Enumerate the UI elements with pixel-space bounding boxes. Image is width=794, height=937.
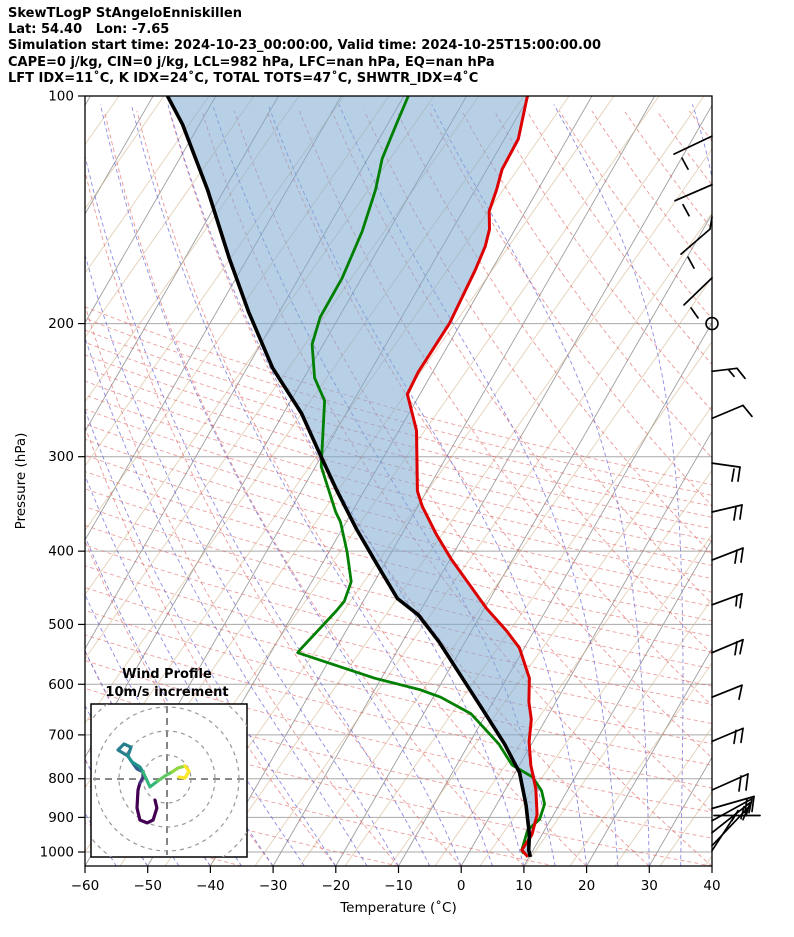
y-axis: 100 200 300 400 500 600 700 800 900 1000	[40, 89, 85, 861]
header-latlon: Lat: 54.40 Lon: -7.65	[8, 22, 170, 38]
wind-barb-icon	[739, 504, 743, 520]
inset-box	[90, 703, 248, 858]
wind-barb-icon	[731, 468, 735, 482]
wind-barb-icon	[731, 809, 739, 822]
parcel-curve	[165, 96, 533, 858]
x-tick-label: −30	[259, 878, 288, 894]
wind-barb-icon	[682, 203, 690, 217]
wind-barb-icon	[687, 256, 695, 269]
y-tick-label: 400	[48, 544, 74, 560]
wind-barb-icon	[680, 216, 713, 255]
x-tick-label: −10	[384, 878, 413, 894]
y-tick-label: 700	[48, 727, 74, 743]
wind-barb-icon	[711, 806, 749, 847]
wind-barb-icon	[711, 638, 744, 654]
x-tick-label: 10	[515, 878, 532, 894]
wind-barb-icon	[711, 547, 744, 561]
cin-shade-area	[167, 96, 538, 857]
y-tick-label: 100	[48, 89, 74, 105]
wind-barb-icon	[736, 367, 746, 380]
wind-barb-icon	[738, 684, 743, 701]
wind-barb-icon	[711, 684, 743, 699]
x-tick-label: −60	[71, 878, 100, 894]
wind-barb-icon	[681, 157, 689, 170]
wind-barb-icon	[673, 135, 713, 155]
wind-barb-icon	[728, 369, 735, 378]
hodograph-trace-segment	[135, 781, 159, 825]
wind-barb-icon	[739, 592, 743, 609]
wind-barb-icon	[738, 775, 742, 792]
y-tick-label: 900	[48, 810, 74, 826]
wind-barb-icon	[711, 404, 744, 420]
x-tick-label: 20	[578, 878, 595, 894]
wind-barb-icon	[745, 773, 749, 791]
hodograph-trace-segment	[177, 764, 191, 780]
y-tick-label: 500	[48, 617, 74, 633]
x-tick-label: 0	[457, 878, 466, 894]
hodograph-trace-segment	[156, 770, 174, 783]
hodograph-ring	[118, 730, 216, 828]
wind-barb-icon	[690, 307, 699, 319]
wind-barb-icon	[674, 183, 713, 202]
x-tick-label: −20	[322, 878, 351, 894]
dewpoint-curve	[296, 96, 546, 855]
wind-barb-icon	[711, 727, 744, 743]
hodograph-trace-segment	[116, 742, 133, 758]
x-axis: −60 −50 −40 −30 −20 −10 0 10 20 30 40	[71, 866, 721, 894]
header-title: SkewTLogP StAngeloEnniskillen	[8, 6, 242, 21]
wind-barb-icon	[748, 797, 753, 814]
wind-barb-icon	[751, 795, 755, 813]
y-tick-label: 600	[48, 677, 74, 693]
x-tick-label: 30	[641, 878, 658, 894]
inset-title-line1: Wind Profile	[122, 667, 212, 682]
wind-barb-icon	[739, 638, 744, 655]
y-tick-label: 200	[48, 316, 74, 332]
inset-title-line2: 10m/s increment	[105, 685, 228, 700]
wind-barb-icon	[683, 277, 713, 306]
wind-barb-icon	[735, 594, 738, 607]
hodograph-trace-segment	[141, 770, 160, 789]
hodograph-trace-segment	[170, 764, 187, 774]
y-tick-label: 800	[48, 771, 74, 787]
x-axis-label: Temperature (˚C)	[339, 899, 457, 916]
hodograph-ring	[94, 706, 240, 852]
wind-barb-icon	[740, 547, 744, 563]
wind-barb-icon	[742, 806, 749, 821]
wind-barb-icon	[711, 504, 743, 513]
header-times: Simulation start time: 2024-10-23_00:00:…	[8, 38, 601, 54]
x-tick-label: −50	[133, 878, 162, 894]
wind-barb-icon	[734, 549, 738, 564]
wind-barb-icon	[733, 506, 737, 521]
wind-barb-icon	[711, 773, 749, 791]
x-tick-label: 40	[703, 878, 720, 894]
wind-barb-icon	[740, 727, 744, 744]
header-indices: LFT IDX=11˚C, K IDX=24˚C, TOTAL TOTS=47˚…	[8, 70, 479, 86]
x-tick-label: −40	[196, 878, 225, 894]
wind-barbs	[673, 135, 761, 852]
y-axis-label: Pressure (hPa)	[13, 433, 29, 530]
wind-barb-icon	[711, 797, 753, 822]
wind-barb-icon	[733, 729, 737, 745]
hodograph-trace-segment	[126, 754, 145, 774]
wind-barb-icon	[742, 404, 753, 418]
wind-barb-icon	[734, 640, 738, 656]
wind-barb-icon	[711, 462, 741, 468]
calm-wind-icon	[705, 316, 719, 331]
hodograph-inset: Wind Profile 10m/s increment	[90, 667, 248, 858]
wind-barb-icon	[711, 367, 738, 373]
header-cape-cin: CAPE=0 j/kg, CIN=0 j/kg, LCL=982 hPa, LF…	[8, 54, 495, 70]
figure-header: SkewTLogP StAngeloEnniskillen Lat: 54.40…	[8, 6, 601, 87]
y-tick-label: 300	[48, 449, 74, 465]
wind-barb-icon	[737, 466, 741, 482]
y-tick-label: 1000	[40, 845, 74, 861]
temperature-curve	[405, 96, 539, 858]
